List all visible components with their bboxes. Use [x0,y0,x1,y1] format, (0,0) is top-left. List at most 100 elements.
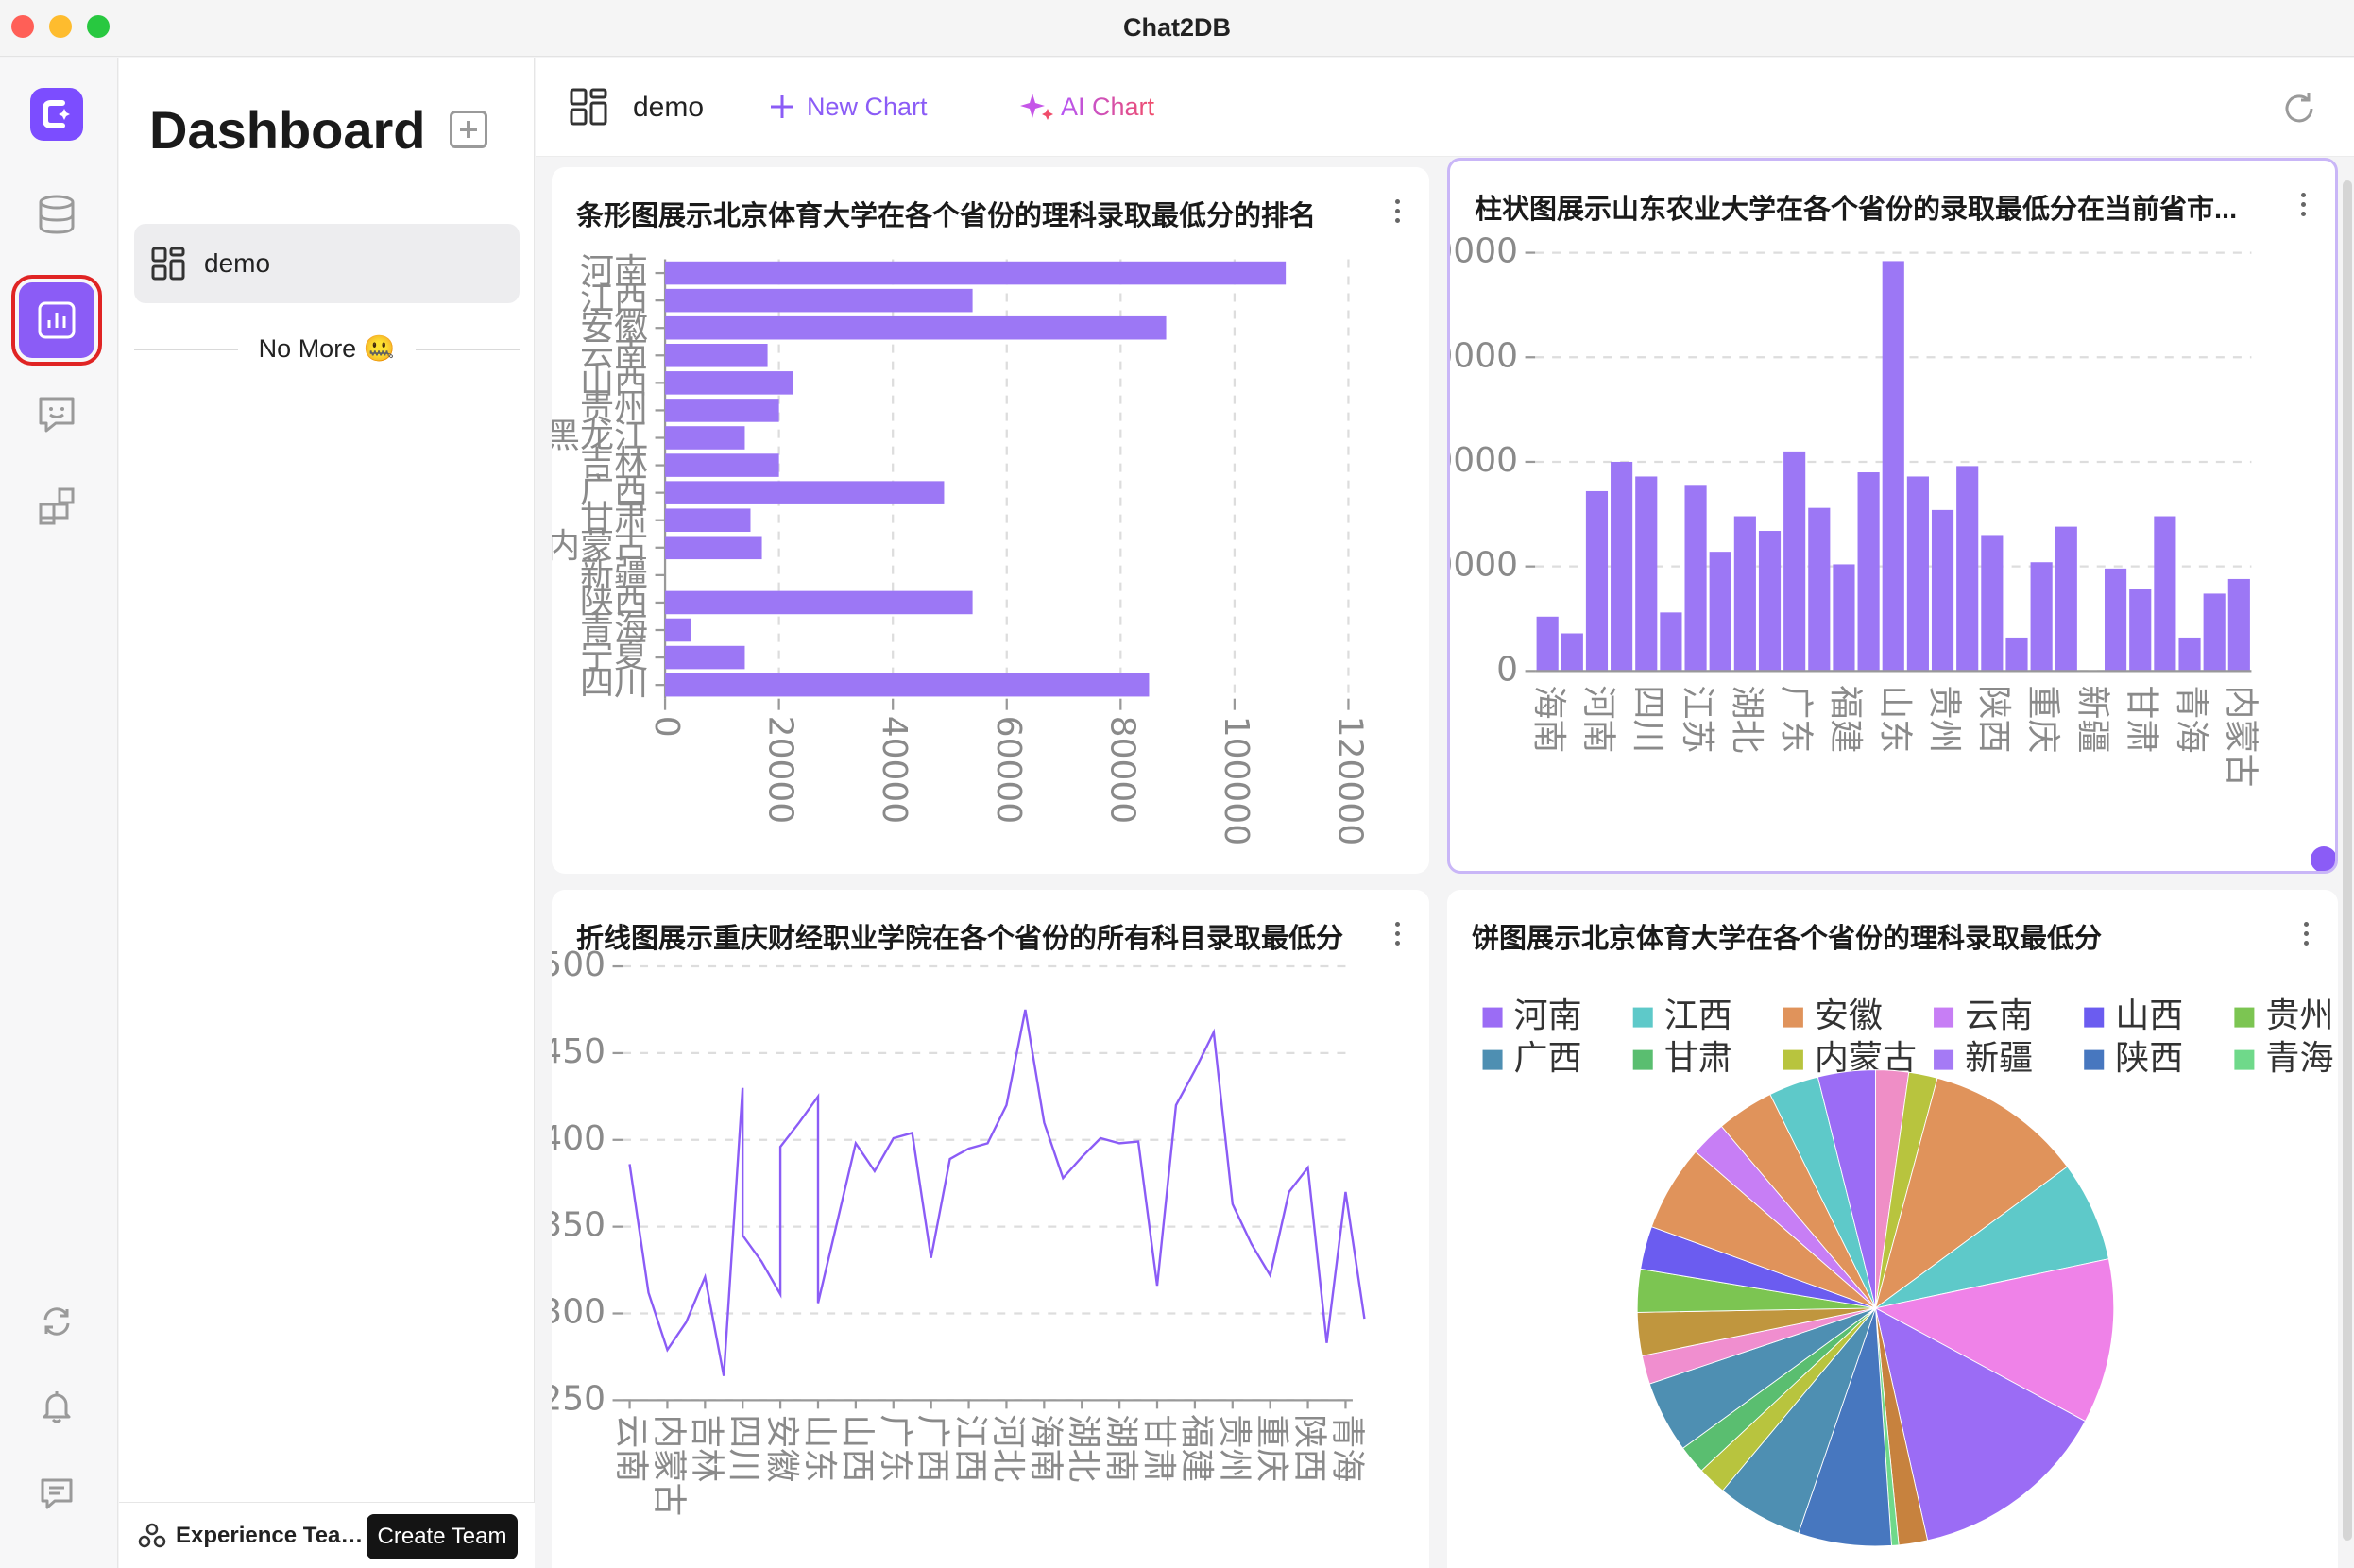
legend-swatch [1482,1049,1503,1070]
chat-bot-icon [39,397,75,433]
x-tick-label: 江西 [951,1414,990,1482]
chart-card-pie[interactable]: 饼图展示北京体育大学在各个省份的理科录取最低分 河南江西安徽云南山西贵州黑龙江吉… [1447,890,2338,1568]
x-tick-label: 河北 [988,1414,1027,1482]
bar [2154,516,2176,672]
y-tick-label: 贵州 [580,389,648,428]
chat2db-logo-icon [43,100,70,128]
y-tick-label: 350 [552,1206,606,1245]
x-tick-label: 甘肃 [2123,685,2161,753]
x-tick-label: 内蒙古 [2221,685,2260,787]
new-chart-label: New Chart [807,92,928,121]
y-tick-label: 新疆 [580,554,648,593]
y-tick-label: 广西 [580,472,648,511]
x-tick-label: 湖北 [1064,1414,1102,1482]
sparkle-icon [1020,94,1053,120]
more-options-icon[interactable] [1395,922,1401,950]
bar [665,590,973,615]
bar [1833,564,1855,672]
x-tick-label: 安徽 [762,1414,801,1482]
pie-slice [1875,1166,2109,1309]
team-bar: Experience Team ... Create Team [119,1502,535,1568]
more-options-icon[interactable] [2304,922,2310,950]
x-tick-label: 广东 [876,1414,914,1482]
x-tick-label: 120000 [1330,716,1369,845]
page-title: Dashboard [149,100,426,160]
legend-label: 陕西 [2115,1039,2183,1078]
ai-chart-button[interactable]: AI Chart [1019,92,1154,122]
divider-line [134,349,238,350]
resize-handle[interactable] [2311,846,2335,871]
more-options-icon[interactable] [2301,193,2307,221]
create-team-button[interactable]: Create Team [367,1514,518,1559]
bar [665,344,768,367]
line-chart: 250 300 350 400 450 500 云南内蒙古吉林四川安徽山东山西广东广西江西河… [552,946,1366,1516]
y-tick-label: 青海 [580,609,648,648]
new-chart-button[interactable]: New Chart [767,92,928,122]
minimize-window-button[interactable] [49,15,72,38]
y-tick-label: 300 [552,1293,606,1332]
chart-card-vertical-bar[interactable]: 柱状图展示山东农业大学在各个省份的录取最低分在当前省市... 050000100… [1447,158,2338,874]
x-tick-label: 贵州 [1215,1414,1254,1482]
bar [1857,472,1880,672]
rail-chat-button[interactable] [19,377,94,452]
chart-card-horizontal-bar[interactable]: 条形图展示北京体育大学在各个省份的理科录取最低分的排名 0 20000 40000 6… [552,167,1429,874]
rail-notification-button[interactable] [19,1369,94,1444]
no-more-divider: No More 🤐 [134,332,520,369]
more-options-icon[interactable] [1395,199,1401,228]
vertical-bar-chart: 0 50000 100000 150000 200000 海南河南四川江苏湖北广东福建山东… [1450,232,2260,788]
x-tick-label: 河南 [1578,685,1617,753]
bar [665,453,779,477]
app-logo[interactable] [30,88,83,141]
refresh-icon[interactable] [2280,90,2318,128]
rail-feedback-button[interactable] [19,1456,94,1531]
zoom-window-button[interactable] [87,15,110,38]
bar [665,261,1287,285]
legend-swatch [1632,1007,1653,1028]
y-tick-label: 安徽 [580,307,648,346]
bar [2005,637,2028,672]
bar [665,371,793,395]
window-title: Chat2DB [1122,13,1231,42]
x-tick-label: 湖北 [1727,685,1766,753]
y-tick-label: 陕西 [580,582,648,621]
board-item-demo[interactable]: demo [134,224,520,303]
add-dashboard-button[interactable] [450,111,487,148]
bar [665,673,1150,697]
legend-label: 江西 [1664,997,1732,1035]
x-tick-label: 内蒙古 [649,1414,688,1516]
x-tick-label: 甘肃 [1139,1414,1178,1482]
team-name[interactable]: Experience Team ... [176,1523,365,1548]
dashboard-toolbar: demo New Chart AI Chart [536,58,2354,157]
bar [2227,578,2250,672]
bar [665,618,691,642]
x-tick-label: 40000 [875,716,913,825]
x-tick-label: 福建 [1826,685,1865,753]
bar [2030,562,2053,672]
scrollbar[interactable] [2343,180,2352,1541]
close-window-button[interactable] [11,15,34,38]
sync-icon [43,1307,70,1336]
bar [1733,516,1756,672]
bar [1585,490,1609,672]
x-tick-label: 山东 [1875,685,1914,753]
legend-label: 山西 [2115,997,2183,1035]
rail-widgets-button[interactable] [19,469,94,545]
y-tick-label: 宁夏 [580,637,648,675]
rail-sync-button[interactable] [19,1284,94,1359]
y-tick-label: 黑龙江 [552,418,648,456]
x-tick-label: 陕西 [1974,685,2013,753]
icon-rail [0,58,118,1568]
rail-dashboard-button[interactable] [11,275,102,366]
chart-card-line[interactable]: 折线图展示重庆财经职业学院在各个省份的所有科目录取最低分 25030035040… [552,890,1429,1568]
legend-swatch [2234,1049,2255,1070]
bar [2178,637,2201,672]
series-line [628,1009,1366,1376]
rail-database-button[interactable] [19,177,94,252]
y-tick-label: 450 [552,1032,606,1071]
y-tick-label: 内蒙古 [552,527,648,566]
bar [2203,593,2226,672]
x-tick-label: 0 [647,716,686,738]
pie-slice [1874,1077,2069,1309]
bar [1635,476,1658,672]
legend-label: 贵州 [2265,997,2333,1035]
